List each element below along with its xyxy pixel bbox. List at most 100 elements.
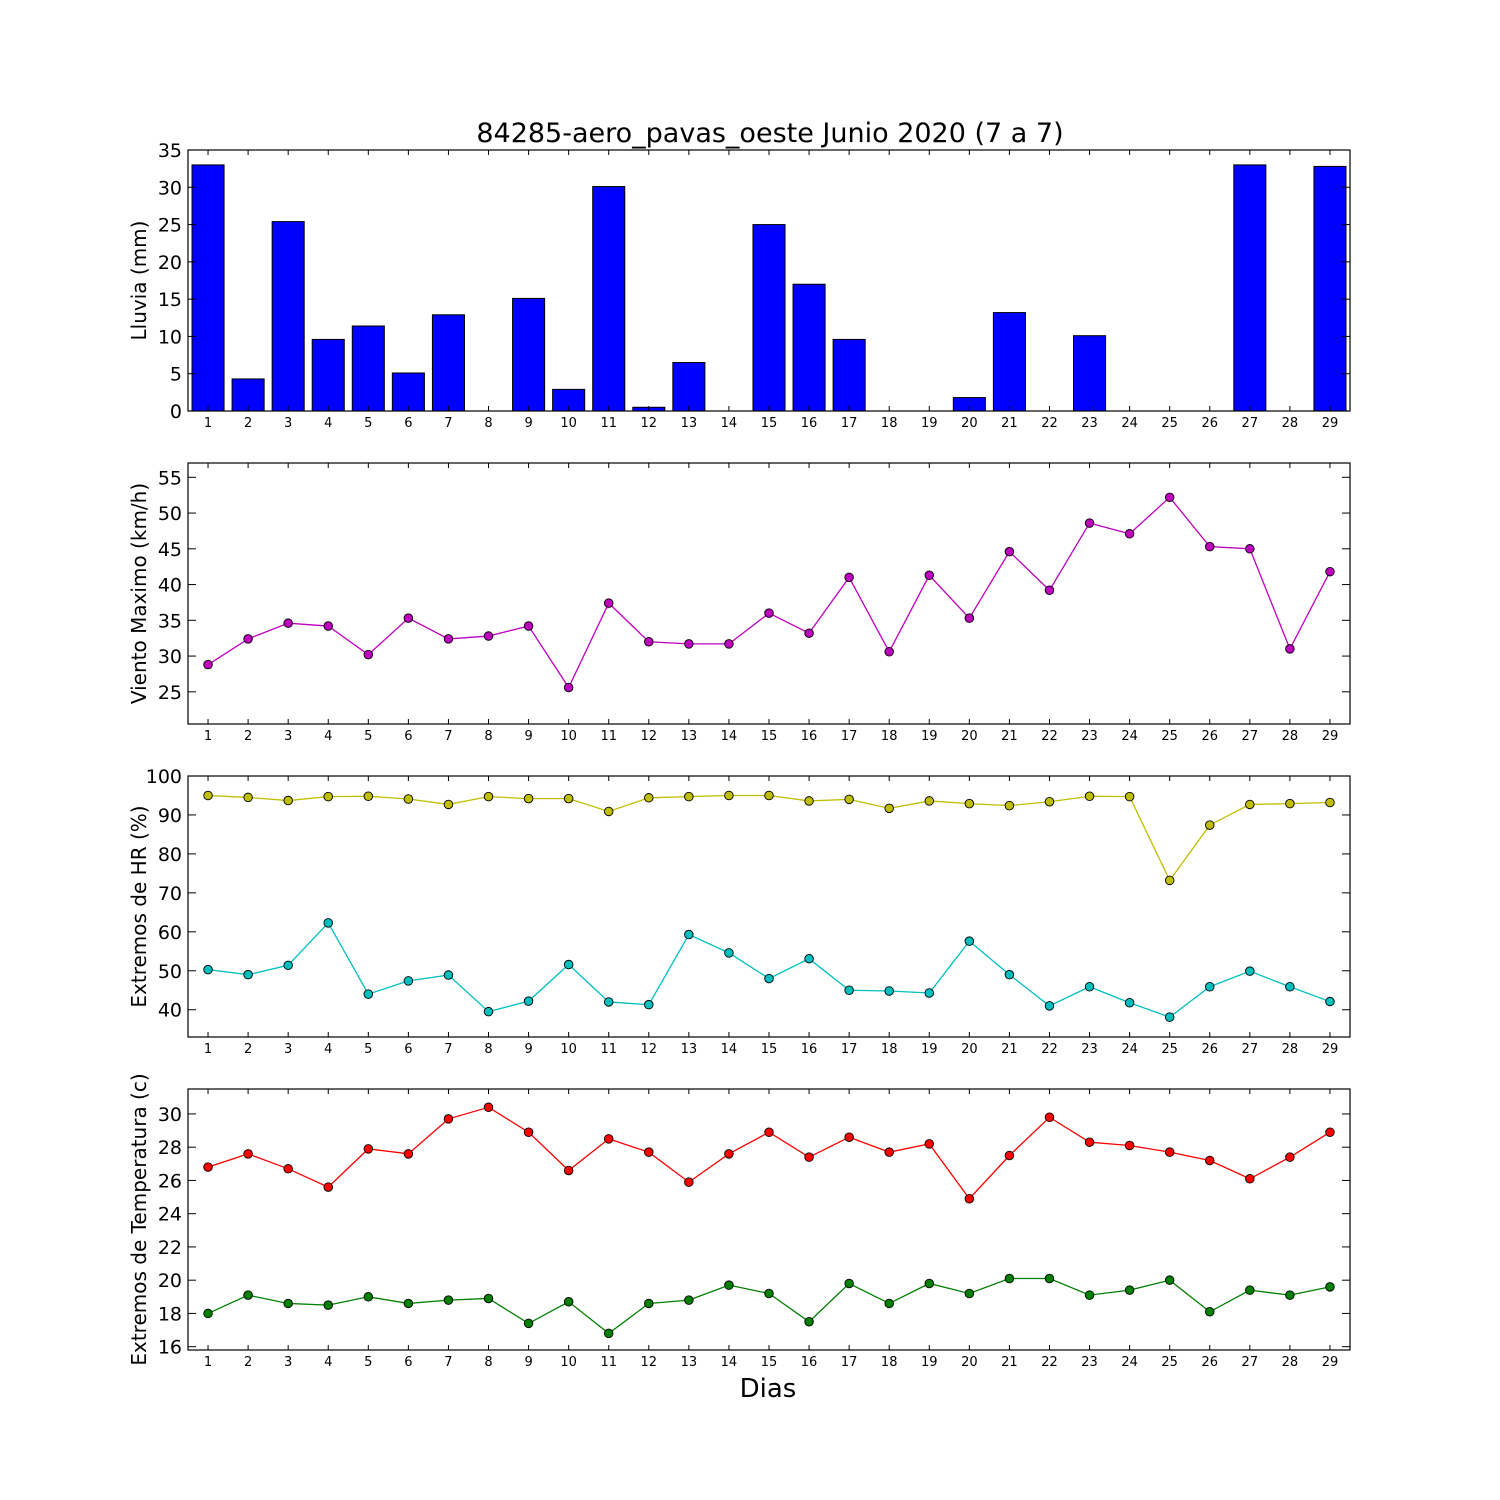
series-0-point-day-17 <box>844 794 854 805</box>
x-tick-label: 28 <box>1282 1042 1299 1057</box>
series-0-point-day-3 <box>283 1164 293 1174</box>
y-tick-label: 25 <box>158 682 182 704</box>
x-tick-label: 14 <box>721 416 738 431</box>
x-tick-label: 8 <box>484 416 492 431</box>
series-1-point-day-6 <box>403 1298 414 1309</box>
series-0-point-day-13 <box>684 639 694 649</box>
x-tick-label: 3 <box>284 416 292 431</box>
series-0-point-day-9 <box>523 1127 534 1137</box>
series-0-point-day-25 <box>1164 1147 1175 1157</box>
x-tick-label: 21 <box>1001 416 1018 431</box>
x-tick-label: 27 <box>1242 729 1259 744</box>
x-tick-label: 23 <box>1081 729 1098 744</box>
series-0-point-day-5 <box>363 791 374 802</box>
y-tick-label: 60 <box>158 922 182 944</box>
bar-day-9 <box>512 297 546 412</box>
series-1-point-day-3 <box>283 1298 293 1309</box>
x-tick-label: 10 <box>560 416 577 431</box>
series-1-point-day-26 <box>1205 982 1215 992</box>
x-tick-label: 26 <box>1201 1355 1218 1370</box>
y-tick-label: 90 <box>158 805 182 827</box>
y-tick-label: 40 <box>158 1000 182 1022</box>
x-tick-label: 21 <box>1001 729 1018 744</box>
x-tick-label: 29 <box>1322 1042 1339 1057</box>
series-0-point-day-29 <box>1325 1127 1335 1137</box>
x-tick-label: 17 <box>841 416 858 431</box>
series-0-point-day-17 <box>844 1132 854 1142</box>
series-1-point-day-16 <box>804 953 814 964</box>
x-tick-label: 26 <box>1201 416 1218 431</box>
x-tick-label: 26 <box>1201 729 1218 744</box>
y-axis-label: Extremos de HR (%) <box>127 805 151 1007</box>
y-tick-label: 28 <box>158 1137 182 1159</box>
x-tick-label: 14 <box>721 729 738 744</box>
series-0-point-day-21 <box>1004 546 1015 557</box>
series-0-point-day-16 <box>804 796 814 806</box>
x-tick-label: 13 <box>681 729 698 744</box>
series-0-point-day-7 <box>443 799 454 810</box>
series-1-point-day-16 <box>804 1316 814 1327</box>
x-tick-label: 17 <box>841 729 858 744</box>
series-0-point-day-25 <box>1164 875 1175 886</box>
series-1-point-day-27 <box>1245 1285 1255 1295</box>
series-0-point-day-10 <box>563 793 574 804</box>
x-tick-label: 25 <box>1161 1355 1178 1370</box>
y-tick-label: 26 <box>158 1170 182 1192</box>
series-1-point-day-19 <box>924 1278 935 1289</box>
bar-day-15 <box>752 224 786 412</box>
series-1-point-day-28 <box>1285 982 1295 992</box>
y-tick-label: 30 <box>158 177 182 199</box>
series-1-point-day-1 <box>203 964 213 975</box>
series-0-point-day-6 <box>403 613 414 623</box>
series-1-point-day-13 <box>684 1295 694 1305</box>
series-0-point-day-17 <box>844 572 854 583</box>
bar-day-13 <box>672 362 706 412</box>
y-tick-label: 25 <box>158 215 182 237</box>
x-tick-label: 11 <box>600 1042 617 1057</box>
y-tick-label: 100 <box>146 766 182 788</box>
series-0-point-day-2 <box>243 634 253 644</box>
bar-day-29 <box>1313 165 1347 412</box>
x-tick-label: 22 <box>1041 1355 1058 1370</box>
series-1-point-day-2 <box>243 969 253 980</box>
x-tick-label: 7 <box>444 1355 452 1370</box>
series-1-point-day-12 <box>644 999 654 1010</box>
series-0-point-day-1 <box>203 659 213 670</box>
x-tick-label: 5 <box>364 1042 372 1057</box>
series-0-point-day-11 <box>603 1134 614 1144</box>
series-1-point-day-15 <box>764 1288 774 1299</box>
x-tick-label: 2 <box>244 416 252 431</box>
series-1-point-day-9 <box>523 996 534 1006</box>
series-1-point-day-25 <box>1164 1275 1175 1285</box>
x-tick-label: 1 <box>204 729 212 744</box>
x-tick-label: 5 <box>364 416 372 431</box>
series-0-point-day-16 <box>804 1152 814 1162</box>
x-tick-label: 9 <box>524 729 532 744</box>
x-tick-label: 6 <box>404 1355 412 1370</box>
series-0-point-day-14 <box>724 790 734 801</box>
x-tick-label: 15 <box>761 1042 778 1057</box>
series-0-point-day-19 <box>924 1139 935 1149</box>
series-1-point-day-11 <box>603 1328 614 1339</box>
series-1-point-day-3 <box>283 960 293 971</box>
series-1-point-day-6 <box>403 976 414 986</box>
series-1-point-day-24 <box>1124 1285 1135 1295</box>
series-0-point-day-23 <box>1084 791 1095 802</box>
x-tick-label: 12 <box>641 1042 658 1057</box>
series-1-point-day-12 <box>644 1298 654 1309</box>
x-tick-label: 18 <box>881 416 898 431</box>
x-tick-label: 1 <box>204 1042 212 1057</box>
x-tick-label: 28 <box>1282 1355 1299 1370</box>
series-1-point-day-5 <box>363 1292 374 1302</box>
x-tick-label: 28 <box>1282 729 1299 744</box>
x-tick-label: 23 <box>1081 1042 1098 1057</box>
x-tick-label: 21 <box>1001 1355 1018 1370</box>
x-tick-label: 16 <box>801 416 818 431</box>
x-tick-label: 11 <box>600 416 617 431</box>
series-1-point-day-8 <box>483 1006 494 1017</box>
series-1-point-day-17 <box>844 1278 854 1289</box>
series-1-point-day-7 <box>443 970 454 980</box>
y-axis-label: Extremos de Temperatura (c) <box>127 1073 151 1365</box>
x-tick-label: 22 <box>1041 1042 1058 1057</box>
